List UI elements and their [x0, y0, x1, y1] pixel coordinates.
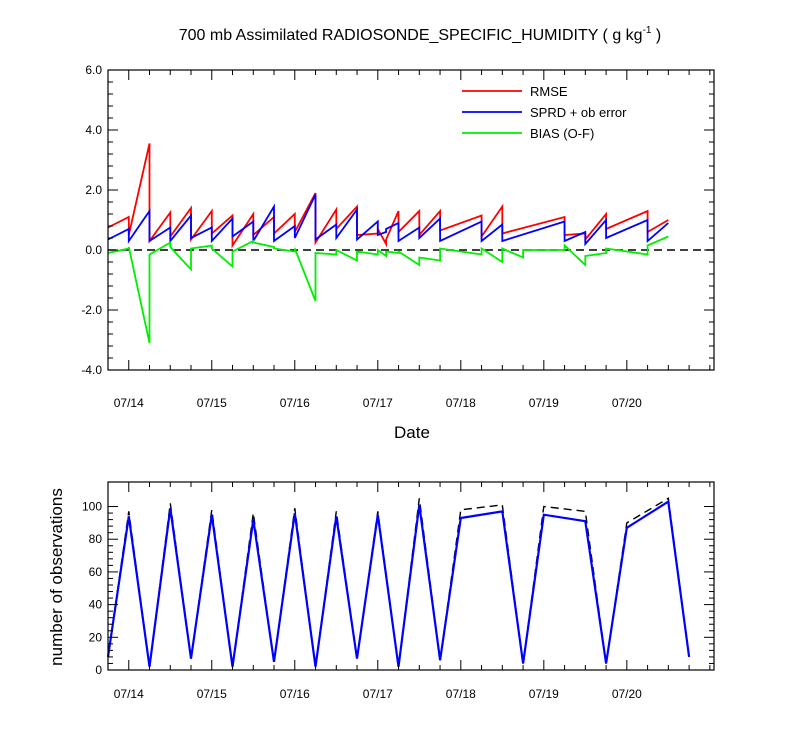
top-x-axis: 07/14 07/15 07/16 07/17 07/18 07/19 07/20	[107, 70, 711, 410]
x-axis-title: Date	[394, 423, 430, 442]
x-tick-label: 07/19	[529, 396, 559, 410]
x-tick-label: 07/15	[197, 396, 227, 410]
y-tick-label: 100	[82, 500, 102, 514]
y-tick-label: 60	[89, 565, 103, 579]
x-tick-label: 07/16	[280, 687, 310, 701]
x-tick-label: 07/15	[197, 687, 227, 701]
y-tick-label: 6.0	[85, 63, 102, 77]
series-rmse-line	[107, 143, 669, 249]
x-tick-label: 07/16	[280, 396, 310, 410]
y-tick-label: -4.0	[81, 363, 102, 377]
bottom-plot-frame	[107, 481, 715, 671]
legend-rmse-label: RMSE	[530, 84, 568, 99]
x-tick-label: 07/20	[612, 396, 642, 410]
x-tick-label: 07/17	[363, 396, 393, 410]
x-tick-label: 07/14	[114, 396, 144, 410]
x-tick-label: 07/20	[612, 687, 642, 701]
chart-title: 700 mb Assimilated RADIOSONDE_SPECIFIC_H…	[179, 25, 662, 44]
bottom-series-group	[106, 497, 691, 667]
y-tick-label: -2.0	[81, 303, 102, 317]
top-plot-frame	[107, 69, 715, 371]
y-tick-label: 4.0	[85, 123, 102, 137]
x-tick-label: 07/18	[446, 396, 476, 410]
y-tick-label: 80	[89, 532, 103, 546]
y-tick-label: 0.0	[85, 243, 102, 257]
series-sprd-line	[107, 194, 669, 247]
legend: RMSE SPRD + ob error BIAS (O-F)	[462, 84, 627, 141]
top-series-group	[107, 143, 669, 344]
plot-border	[107, 481, 715, 671]
series-used-obs-line	[106, 499, 691, 667]
top-y-axis: -4.0 -2.0 0.0 2.0 4.0 6.0	[81, 63, 714, 377]
series-bias-line	[107, 235, 669, 344]
y-tick-label: 2.0	[85, 183, 102, 197]
x-tick-label: 07/18	[446, 687, 476, 701]
legend-sprd-label: SPRD + ob error	[530, 105, 627, 120]
y-tick-label: 0	[95, 663, 102, 677]
bottom-x-axis: 07/14 07/15 07/16 07/17 07/18 07/19 07/20	[107, 482, 711, 701]
plot-border	[107, 69, 715, 371]
y-axis-title-observations: number of observations	[47, 488, 66, 666]
y-tick-label: 40	[89, 598, 103, 612]
x-tick-label: 07/17	[363, 687, 393, 701]
legend-bias-label: BIAS (O-F)	[530, 126, 594, 141]
top-plot-panel: -4.0-2.00.02.04.06.0 07/14 07/15 07/16 07/1…	[81, 63, 715, 410]
bottom-y-axis: 0 20 40 60 80 100	[82, 500, 714, 677]
x-tick-label: 07/14	[114, 687, 144, 701]
y-tick-label: 20	[89, 630, 103, 644]
x-tick-label: 07/19	[529, 687, 559, 701]
